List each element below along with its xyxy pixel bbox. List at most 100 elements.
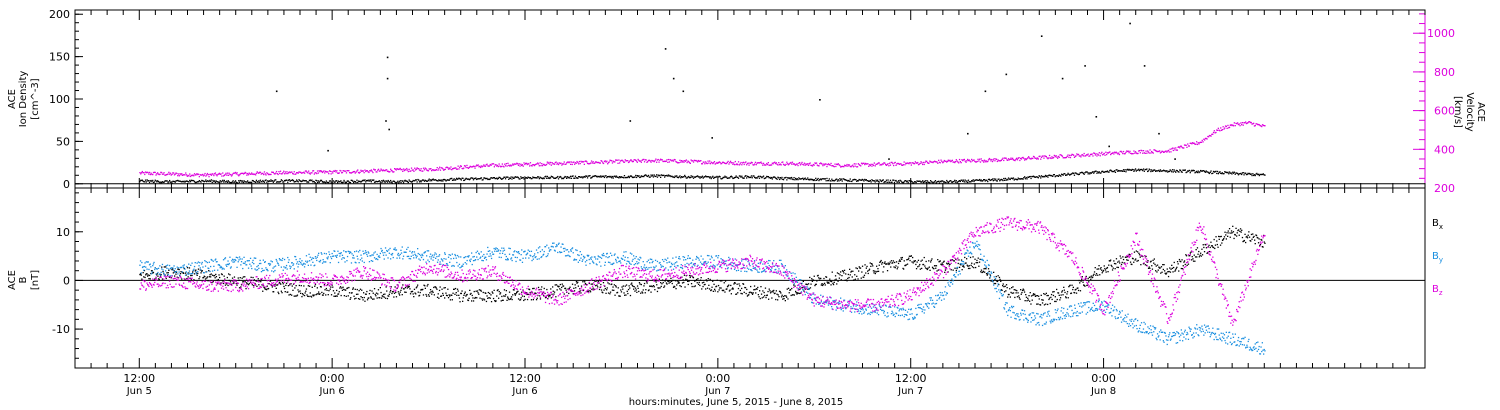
density-point bbox=[1142, 169, 1144, 172]
by-point bbox=[332, 255, 335, 257]
density-spike-point bbox=[967, 132, 969, 135]
bx-point bbox=[212, 281, 214, 283]
density-point bbox=[362, 179, 364, 181]
density-point bbox=[997, 178, 999, 180]
velocity-point bbox=[697, 159, 700, 162]
density-point bbox=[349, 181, 351, 184]
velocity-point bbox=[828, 164, 830, 166]
velocity-point bbox=[1086, 154, 1088, 156]
bx-point bbox=[1089, 276, 1091, 278]
density-point bbox=[1168, 170, 1170, 173]
bx-point bbox=[1216, 243, 1218, 246]
bx-point bbox=[312, 294, 314, 296]
bx-point bbox=[309, 292, 311, 294]
bx-point bbox=[1111, 265, 1113, 268]
density-point bbox=[472, 177, 474, 179]
bx-point bbox=[944, 269, 947, 271]
bx-point bbox=[1005, 290, 1007, 292]
density-point bbox=[522, 176, 524, 179]
density-point bbox=[1183, 169, 1186, 171]
density-point bbox=[1151, 170, 1154, 172]
bx-point bbox=[1117, 266, 1119, 269]
density-point bbox=[725, 176, 728, 178]
velocity-point bbox=[1251, 123, 1253, 125]
bx-point bbox=[997, 275, 999, 277]
density-point bbox=[257, 181, 259, 183]
velocity-point bbox=[176, 172, 178, 175]
density-point bbox=[792, 178, 794, 181]
density-point bbox=[843, 178, 845, 180]
bx-point bbox=[339, 286, 342, 288]
density-point bbox=[198, 180, 200, 182]
density-point bbox=[279, 180, 282, 183]
bx-point bbox=[948, 262, 950, 264]
bx-point bbox=[1095, 274, 1097, 276]
velocity-point bbox=[722, 161, 724, 163]
velocity-point bbox=[668, 158, 670, 161]
bx-point bbox=[924, 265, 926, 267]
velocity-point bbox=[322, 171, 324, 173]
velocity-point bbox=[476, 164, 478, 166]
velocity-point bbox=[488, 165, 491, 167]
density-point bbox=[448, 179, 450, 181]
by-point bbox=[143, 265, 146, 268]
velocity-point bbox=[720, 163, 722, 165]
bx-point bbox=[611, 289, 614, 291]
density-point bbox=[1054, 176, 1056, 178]
density-point bbox=[1132, 169, 1134, 171]
density-point bbox=[771, 178, 773, 180]
density-point bbox=[171, 182, 173, 184]
velocity-point bbox=[647, 159, 650, 162]
density-point bbox=[765, 177, 767, 179]
density-point bbox=[1216, 172, 1218, 175]
density-point bbox=[1194, 172, 1196, 174]
density-point bbox=[621, 176, 623, 179]
bx-point bbox=[326, 289, 328, 291]
velocity-point bbox=[1200, 141, 1203, 143]
density-point bbox=[336, 180, 338, 182]
velocity-point bbox=[691, 160, 693, 162]
bx-point bbox=[1058, 294, 1060, 296]
density-point bbox=[903, 181, 905, 183]
density-point bbox=[1186, 171, 1188, 173]
density-point bbox=[1074, 172, 1076, 174]
velocity-point bbox=[979, 161, 982, 163]
velocity-point bbox=[723, 162, 725, 164]
bx-point bbox=[592, 287, 594, 289]
bx-point bbox=[762, 290, 764, 292]
bx-point bbox=[1074, 292, 1076, 294]
density-point bbox=[1059, 174, 1061, 177]
bx-point bbox=[845, 279, 848, 281]
bx-point bbox=[676, 280, 678, 282]
bx-point bbox=[753, 285, 756, 287]
bx-point bbox=[457, 290, 459, 292]
density-point bbox=[738, 175, 741, 177]
velocity-point bbox=[418, 168, 420, 170]
velocity-point bbox=[482, 165, 484, 167]
bx-point bbox=[591, 283, 594, 285]
bx-point bbox=[930, 259, 932, 262]
velocity-point bbox=[635, 159, 637, 161]
velocity-point bbox=[664, 160, 666, 162]
density-point bbox=[991, 179, 993, 181]
velocity-point bbox=[266, 172, 268, 174]
bx-point bbox=[224, 284, 227, 286]
bx-point bbox=[357, 298, 360, 300]
density-point bbox=[562, 177, 565, 180]
density-point bbox=[151, 181, 153, 183]
bx-point bbox=[688, 280, 690, 282]
velocity-point bbox=[1034, 157, 1036, 159]
bx-point bbox=[541, 286, 543, 288]
density-point bbox=[886, 181, 888, 183]
density-point bbox=[318, 181, 320, 183]
bx-point bbox=[964, 262, 966, 264]
density-point bbox=[320, 179, 323, 182]
bx-point bbox=[983, 268, 985, 270]
by-point bbox=[157, 271, 159, 274]
density-point bbox=[870, 181, 872, 183]
density-point bbox=[1249, 172, 1251, 175]
by-point bbox=[150, 266, 152, 268]
bx-point bbox=[417, 291, 419, 293]
bx-point bbox=[346, 287, 349, 289]
velocity-point bbox=[614, 161, 616, 163]
